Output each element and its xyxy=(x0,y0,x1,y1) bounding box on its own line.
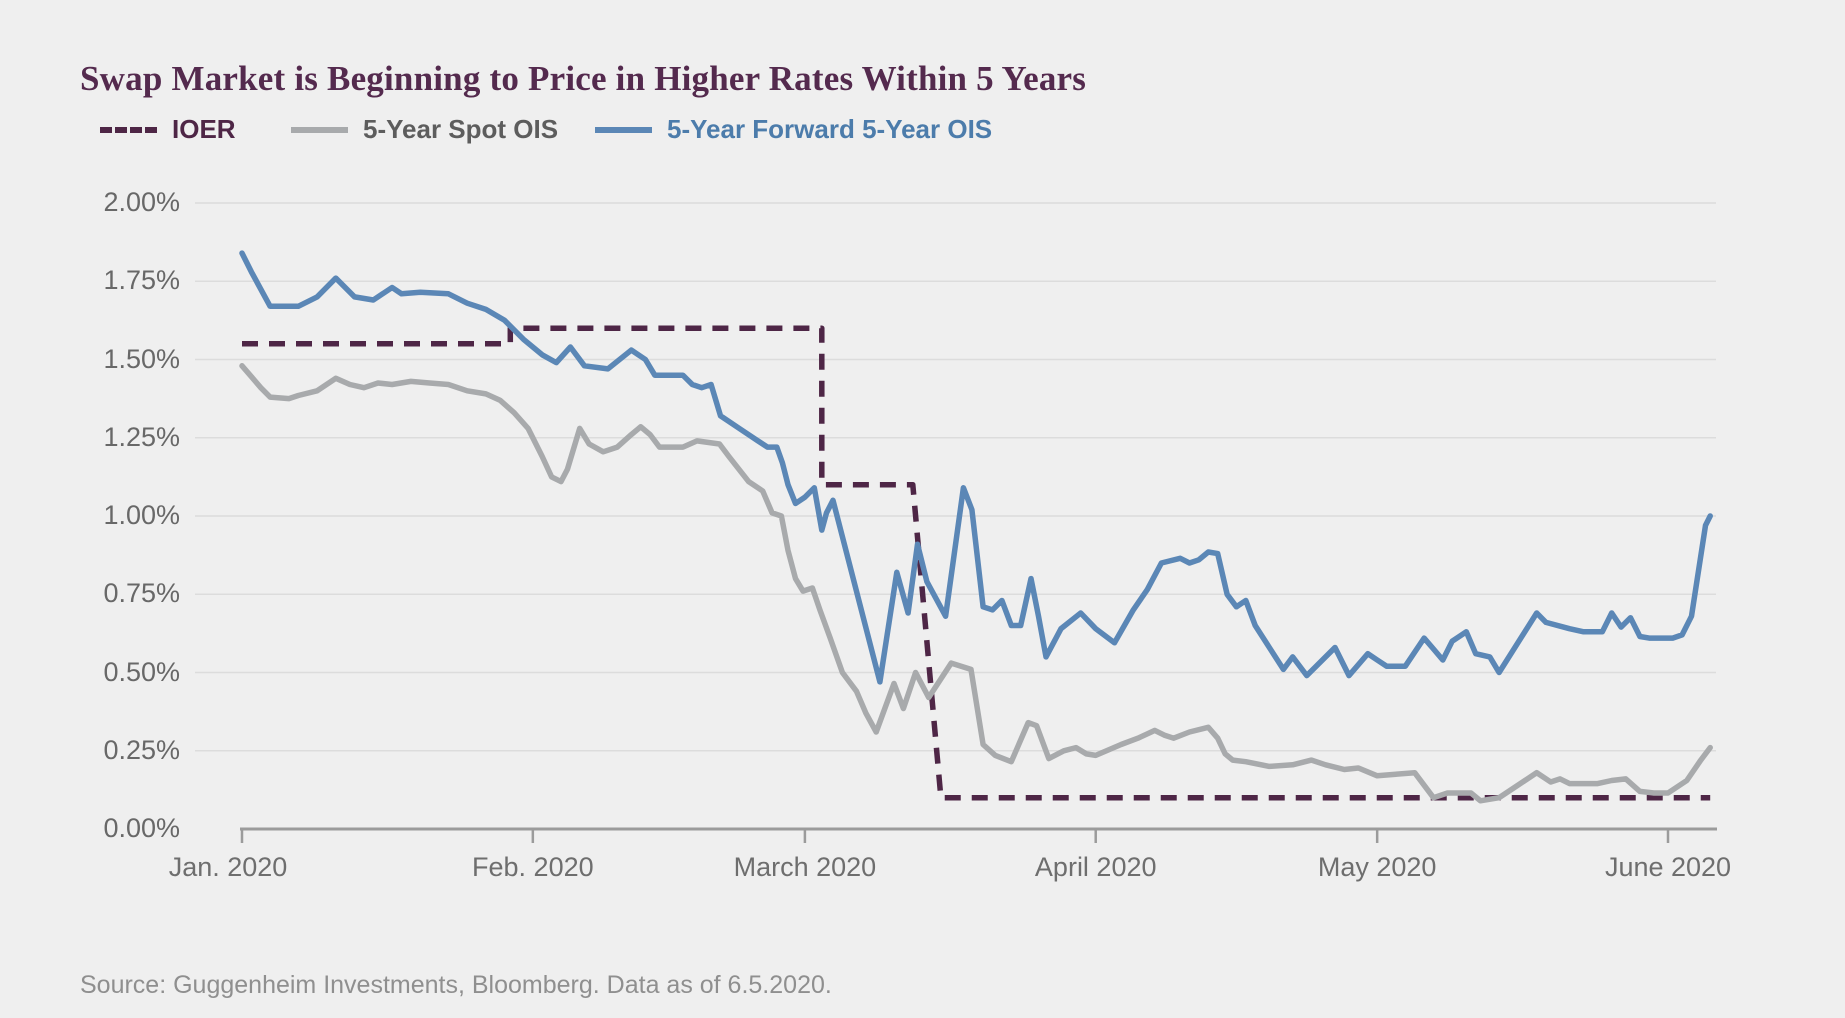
series-line-ioer xyxy=(242,325,1711,801)
y-axis-label: 0.00% xyxy=(103,813,180,843)
spot-ois-line-swatch xyxy=(291,126,348,133)
y-axis-label: 0.25% xyxy=(103,734,180,765)
legend-item-ioer: IOER xyxy=(100,114,236,145)
series-line-5-year-forward-5-year-ois xyxy=(239,250,1713,685)
series-lines xyxy=(239,250,1713,804)
y-axis-label: 2.00% xyxy=(103,187,180,217)
y-axis-label: 1.00% xyxy=(103,500,180,530)
legend-label-forward-ois: 5-Year Forward 5-Year OIS xyxy=(667,114,993,144)
x-axis-label: May 2020 xyxy=(1317,852,1437,882)
y-axis-label: 1.50% xyxy=(103,343,180,374)
x-axis-label: March 2020 xyxy=(733,852,877,882)
y-axis-label: 0.50% xyxy=(103,656,180,687)
legend-label-spot-ois: 5-Year Spot OIS xyxy=(363,114,559,144)
legend: IOER 5-Year Spot OIS 5-Year Forward 5-Ye… xyxy=(0,114,1845,144)
x-axis-label: Feb. 2020 xyxy=(472,852,594,882)
legend-item-spot-ois: 5-Year Spot OIS xyxy=(291,114,558,145)
ioer-dashed-line-swatch xyxy=(100,126,157,133)
source-note: Source: Guggenheim Investments, Bloomber… xyxy=(80,971,832,999)
gridlines xyxy=(195,202,1716,752)
chart-title: Swap Market is Beginning to Price in Hig… xyxy=(80,59,1087,99)
y-axis-label: 1.25% xyxy=(103,421,180,452)
y-axis-label: 0.75% xyxy=(103,578,180,609)
legend-label-ioer: IOER xyxy=(172,114,236,144)
legend-item-forward-ois: 5-Year Forward 5-Year OIS xyxy=(595,114,992,145)
forward-ois-line-swatch xyxy=(595,126,652,133)
x-axis xyxy=(240,827,1717,843)
x-axis-label: Jan. 2020 xyxy=(168,852,288,882)
x-axis-label: June 2020 xyxy=(1604,852,1732,882)
series-line-5-year-spot-ois xyxy=(239,363,1713,804)
y-axis-label: 1.75% xyxy=(103,265,180,296)
x-axis-label: April 2020 xyxy=(1034,852,1157,882)
